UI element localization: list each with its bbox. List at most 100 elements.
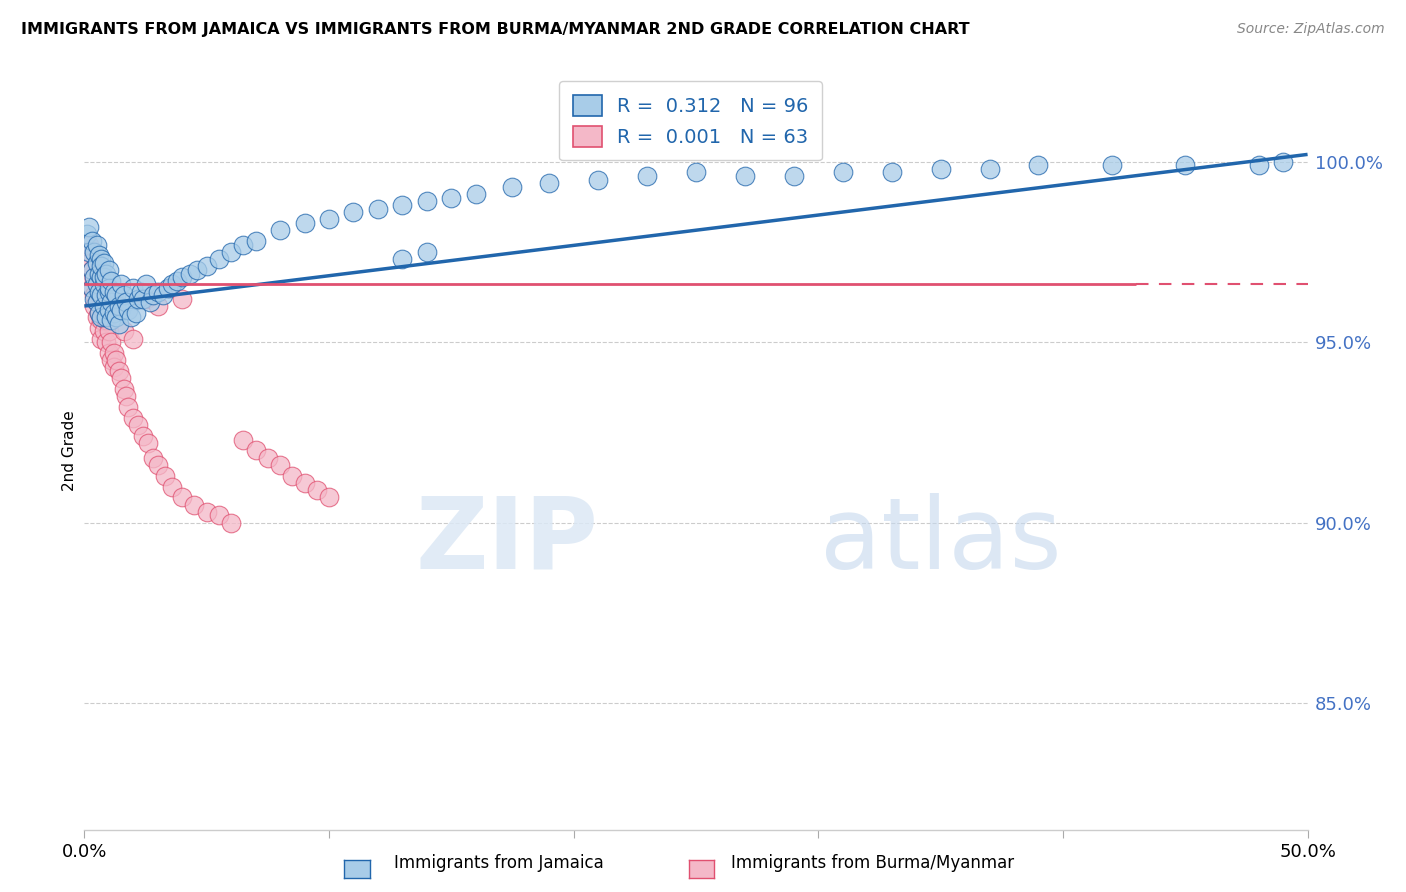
- Point: [86, 277, 108, 292]
- Point: [87, 248, 110, 262]
- Point: [186, 263, 208, 277]
- Point: [90, 332, 112, 346]
- Point: [115, 389, 138, 403]
- Point: [86, 256, 108, 270]
- Point: [90, 270, 112, 285]
- Point: [83, 292, 105, 306]
- Point: [294, 216, 316, 230]
- Point: [232, 433, 254, 447]
- Point: [416, 244, 439, 259]
- Point: [77, 244, 100, 259]
- Point: [142, 288, 165, 302]
- Point: [100, 335, 122, 350]
- Text: Immigrants from Jamaica: Immigrants from Jamaica: [394, 855, 603, 872]
- Point: [318, 491, 340, 505]
- Point: [100, 313, 122, 327]
- Point: [831, 165, 853, 179]
- Point: [156, 281, 179, 295]
- Point: [80, 281, 103, 295]
- Point: [195, 260, 218, 274]
- Point: [97, 324, 120, 338]
- Point: [122, 332, 145, 346]
- Point: [179, 267, 201, 281]
- Point: [93, 299, 115, 313]
- Point: [416, 194, 439, 209]
- Point: [146, 285, 169, 299]
- Point: [120, 310, 142, 324]
- Point: [83, 244, 105, 259]
- Point: [183, 498, 205, 512]
- Point: [929, 161, 952, 176]
- Point: [139, 295, 162, 310]
- Point: [636, 169, 658, 183]
- Point: [112, 288, 135, 302]
- Point: [90, 313, 112, 327]
- Point: [166, 274, 188, 288]
- Point: [1174, 158, 1197, 172]
- Point: [87, 267, 110, 281]
- Point: [90, 310, 112, 324]
- Point: [1101, 158, 1123, 172]
- Point: [136, 436, 159, 450]
- Point: [391, 198, 413, 212]
- Point: [87, 320, 110, 334]
- Point: [83, 288, 105, 302]
- Point: [110, 371, 132, 385]
- Point: [391, 252, 413, 266]
- Point: [208, 252, 231, 266]
- Point: [107, 364, 129, 378]
- Point: [87, 288, 110, 302]
- Point: [90, 295, 112, 310]
- Point: [269, 223, 291, 237]
- Point: [305, 483, 328, 498]
- Point: [112, 382, 135, 396]
- Point: [93, 256, 115, 270]
- Point: [586, 172, 609, 186]
- Point: [77, 270, 100, 285]
- Point: [97, 281, 120, 295]
- Point: [103, 346, 125, 360]
- Point: [96, 313, 118, 327]
- Point: [96, 310, 118, 324]
- Point: [153, 468, 176, 483]
- Y-axis label: 2nd Grade: 2nd Grade: [62, 410, 77, 491]
- Point: [83, 299, 105, 313]
- Point: [86, 277, 108, 292]
- Point: [219, 244, 242, 259]
- Point: [135, 277, 157, 292]
- Point: [105, 353, 128, 368]
- Point: [122, 281, 145, 295]
- Point: [90, 260, 112, 274]
- Point: [93, 310, 115, 324]
- Point: [96, 335, 118, 350]
- Point: [86, 310, 108, 324]
- Point: [129, 285, 152, 299]
- Point: [110, 277, 132, 292]
- Text: Source: ZipAtlas.com: Source: ZipAtlas.com: [1237, 22, 1385, 37]
- Point: [97, 285, 120, 299]
- Point: [146, 458, 169, 472]
- Point: [1028, 158, 1050, 172]
- Point: [76, 244, 98, 259]
- Point: [125, 306, 148, 320]
- Point: [195, 505, 218, 519]
- Point: [142, 450, 165, 465]
- Point: [86, 295, 108, 310]
- Point: [208, 508, 231, 523]
- Point: [318, 212, 340, 227]
- Point: [257, 450, 280, 465]
- Point: [90, 252, 112, 266]
- Point: [245, 234, 267, 248]
- Point: [783, 169, 806, 183]
- Point: [127, 418, 149, 433]
- Point: [152, 288, 174, 302]
- Point: [103, 285, 125, 299]
- Point: [87, 306, 110, 320]
- Point: [100, 295, 122, 310]
- Point: [172, 270, 194, 285]
- Point: [93, 324, 115, 338]
- Point: [93, 306, 115, 320]
- Point: [172, 292, 194, 306]
- Point: [103, 306, 125, 320]
- Point: [90, 288, 112, 302]
